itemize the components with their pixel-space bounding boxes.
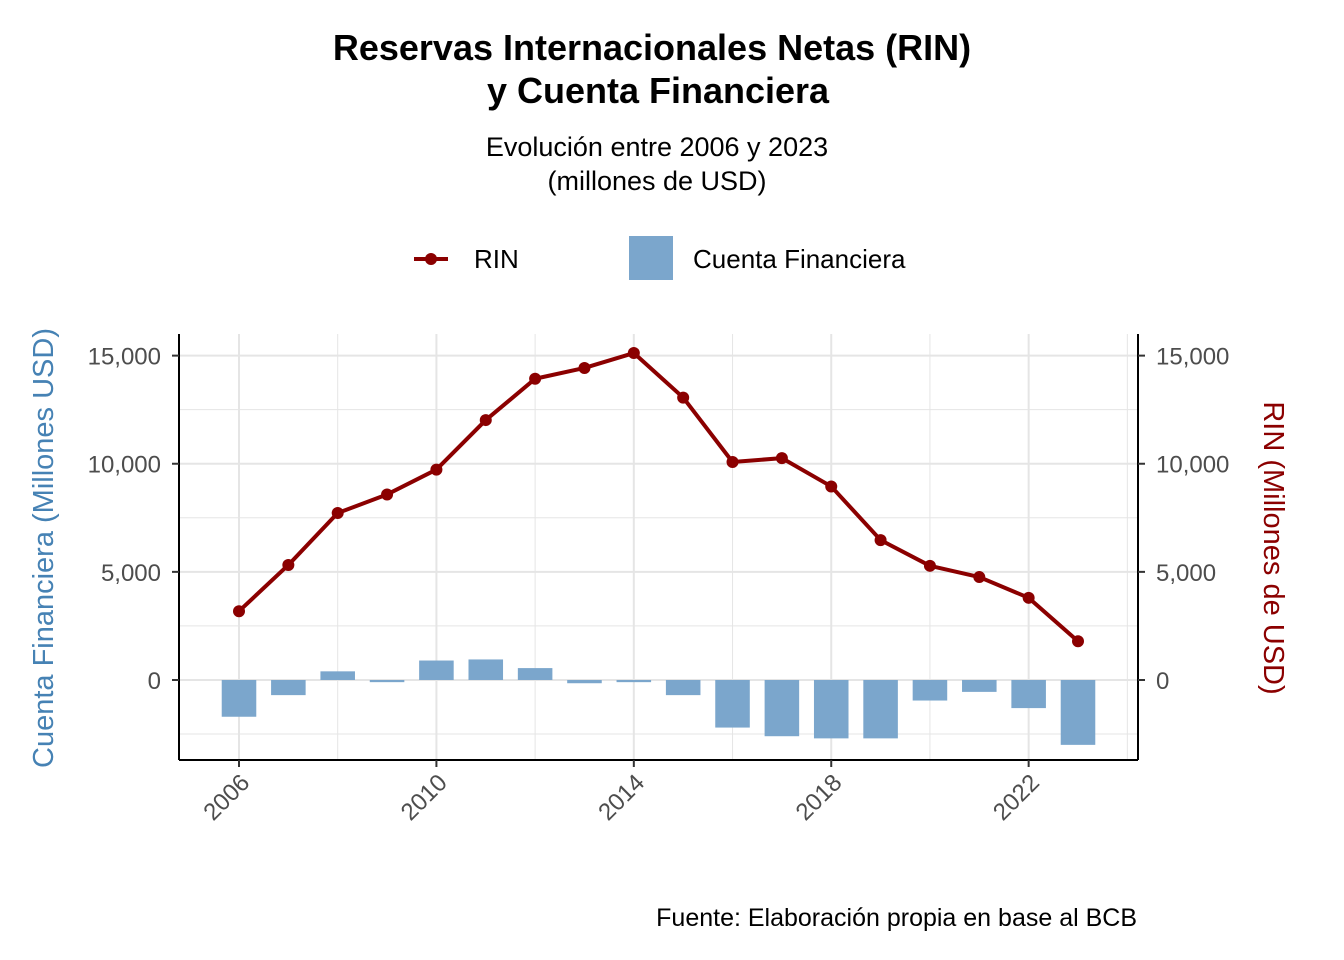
rin-point (1072, 635, 1084, 648)
bar-cuenta-financiera (813, 679, 849, 739)
rin-point (233, 605, 245, 618)
y-tick-label-right: 15,000 (1156, 344, 1229, 371)
rin-point (923, 559, 936, 572)
rin-point (825, 480, 838, 493)
chart-title-line1: Reservas Internacionales Netas (RIN) (333, 27, 971, 68)
x-tick-label: 2006 (198, 769, 255, 826)
y-tick-label-right: 5,000 (1156, 560, 1216, 587)
bar-cuenta-financiera (1060, 679, 1096, 745)
bar-cuenta-financiera (271, 679, 306, 696)
bar-cuenta-financiera (369, 679, 405, 683)
chart-subtitle-line1: Evolución entre 2006 y 2023 (486, 132, 828, 162)
rin-point (677, 391, 690, 404)
chart-subtitle-line2: (millones de USD) (547, 166, 766, 196)
y-tick-label-left: 15,000 (88, 344, 161, 371)
bar-cuenta-financiera (715, 679, 750, 728)
rin-point (726, 456, 739, 469)
rin-series-line (237, 351, 1080, 643)
bar-cuenta-financiera (320, 671, 355, 680)
bar-cuenta-financiera (863, 679, 898, 739)
bar-cuenta-financiera (962, 679, 997, 692)
rin-point (874, 534, 887, 547)
x-tick-label: 2018 (791, 769, 848, 826)
x-tick-label: 2022 (988, 769, 1045, 826)
legend-cf-swatch (629, 236, 673, 280)
bar-cuenta-financiera (1011, 679, 1046, 709)
bar-cuenta-financiera (665, 679, 701, 696)
rin-point (430, 463, 443, 476)
bar-cuenta-financiera (912, 679, 948, 701)
rin-point (973, 571, 986, 584)
bars-cuenta-financiera (221, 659, 1096, 745)
bar-cuenta-financiera (616, 679, 652, 683)
bar-cuenta-financiera (517, 668, 553, 680)
bar-cuenta-financiera (419, 660, 454, 680)
y-tick-label-left: 5,000 (101, 560, 161, 587)
y-tick-label-left: 10,000 (88, 452, 161, 479)
y-ticks-right: 0 5,000 10,000 15,000 (1138, 344, 1229, 695)
rin-point (479, 414, 492, 427)
rin-point (282, 558, 295, 571)
x-tick-label: 2014 (593, 769, 650, 826)
rin-point (331, 507, 344, 520)
y-tick-label-left: 0 (148, 668, 161, 695)
x-tick-label: 2010 (396, 769, 453, 826)
y-axis-label-right: RIN (Millones de USD) (1257, 401, 1289, 694)
y-ticks-left: 0 5,000 10,000 15,000 (88, 344, 179, 695)
rin-point (529, 372, 542, 385)
rin-point (627, 347, 640, 360)
rin-point (381, 488, 394, 501)
x-ticks: 2006 2010 2014 2018 2022 (198, 760, 1045, 826)
chart-title-line2: y Cuenta Financiera (487, 70, 830, 111)
bar-cuenta-financiera (764, 679, 800, 737)
legend-cf-label: Cuenta Financiera (693, 244, 906, 274)
y-tick-label-right: 10,000 (1156, 452, 1229, 479)
chart-caption: Fuente: Elaboración propia en base al BC… (656, 904, 1137, 932)
rin-point (1022, 591, 1035, 604)
rin-series-points (233, 347, 1084, 648)
bar-cuenta-financiera (468, 659, 504, 680)
legend-rin-label: RIN (474, 244, 519, 274)
rin-point (775, 452, 788, 465)
legend: RIN Cuenta Financiera (414, 236, 906, 280)
y-axis-label-left: Cuenta Financiera (Millones USD) (28, 328, 60, 768)
bar-cuenta-financiera (221, 679, 257, 717)
y-tick-label-right: 0 (1156, 668, 1169, 695)
legend-rin-point (425, 253, 437, 265)
rin-point (578, 361, 591, 374)
bar-cuenta-financiera (567, 679, 602, 684)
